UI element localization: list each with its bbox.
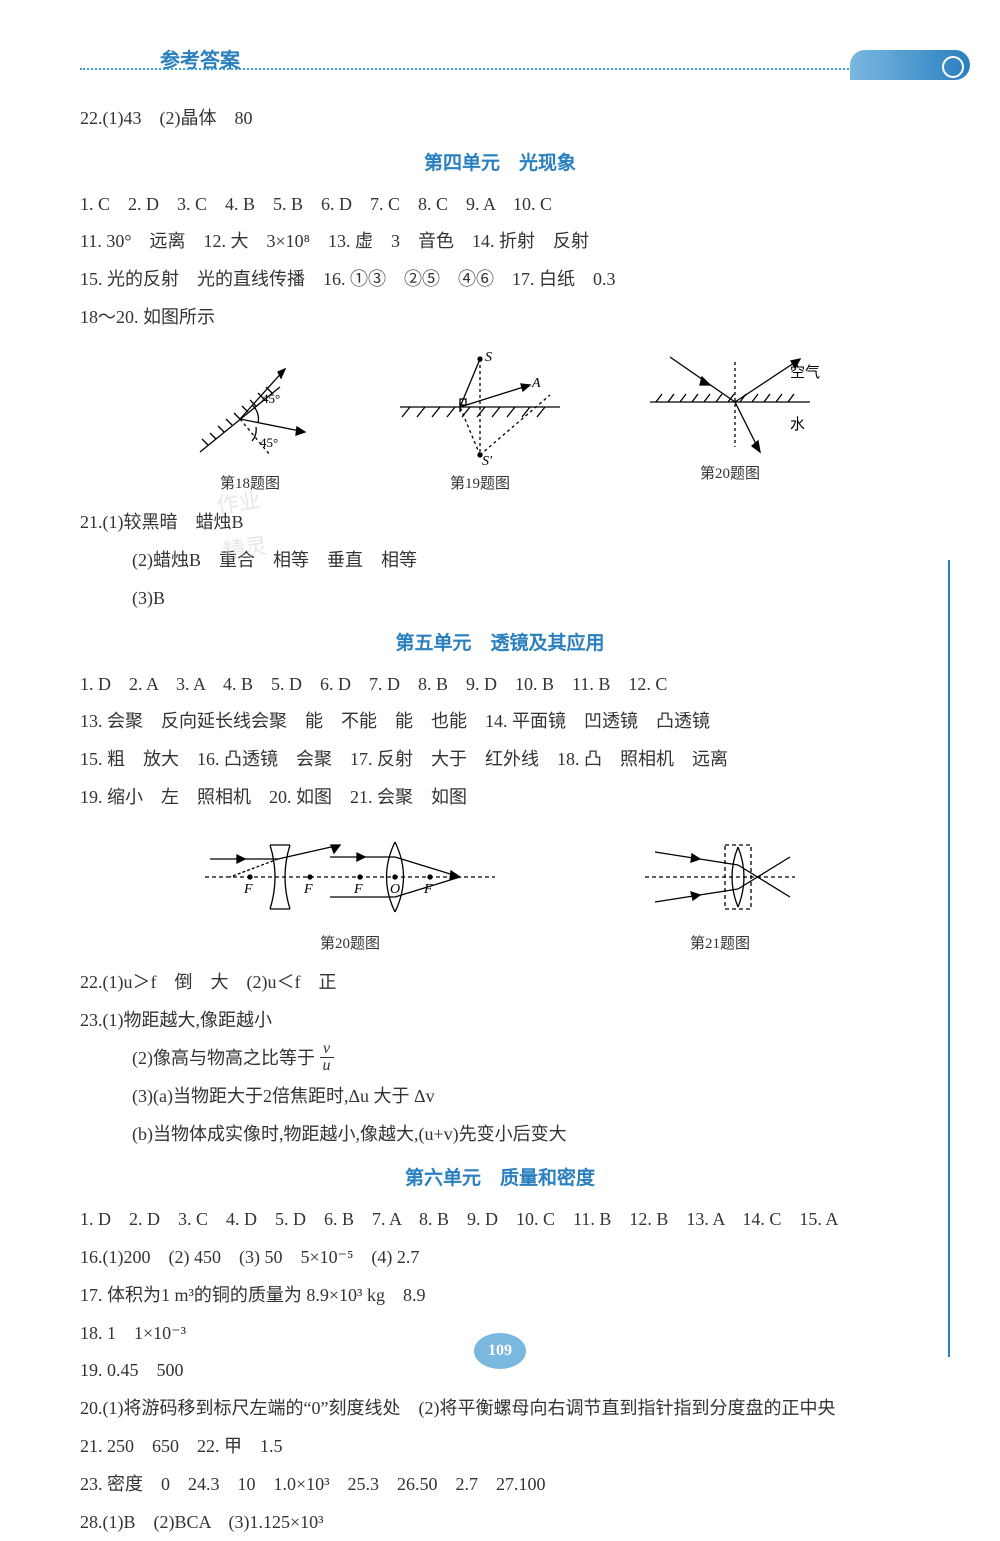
right-margin-rule xyxy=(948,560,950,1357)
answer-line: 23.(1)物距越大,像距越小 xyxy=(80,1002,920,1040)
answer-line: 19. 缩小 左 照相机 20. 如图 21. 会聚 如图 xyxy=(80,779,920,817)
fig20a-svg: 空气 水 xyxy=(640,347,820,457)
label-water: 水 xyxy=(790,416,805,433)
label-Sp: S′ xyxy=(482,454,493,467)
answer-line: 1. C 2. D 3. C 4. B 5. B 6. D 7. C 8. C … xyxy=(80,186,920,224)
figure-18: 45° 45° 第18题图 xyxy=(180,347,320,501)
answer-line: (3)B xyxy=(80,580,920,618)
answer-line: 22.(1)u＞f 倒 大 (2)u＜f 正 xyxy=(80,964,920,1002)
answer-line: (3)(a)当物距大于2倍焦距时,Δu 大于 Δv xyxy=(80,1078,920,1116)
answer-line: (b)当物体成实像时,物距越小,像越大,(u+v)先变小后变大 xyxy=(80,1116,920,1154)
figure-20-u4: 空气 水 第20题图 xyxy=(640,347,820,501)
label-F: F xyxy=(353,882,363,897)
figure-21-u5: 第21题图 xyxy=(640,827,800,961)
answer-line: 28.(1)B (2)BCA (3)1.125×10³ xyxy=(80,1504,920,1541)
page-header: 参考答案 xyxy=(80,40,920,80)
figure-row-u5: F F F O F 第20题图 xyxy=(80,827,920,961)
answer-line: 17. 体积为1 m³的铜的质量为 8.9×10³ kg 8.9 xyxy=(80,1277,920,1315)
answer-line: 11. 30° 远离 12. 大 3×10⁸ 13. 虚 3 音色 14. 折射… xyxy=(80,223,920,261)
label-F: F xyxy=(423,882,433,897)
label-O: O xyxy=(390,882,400,897)
answer-line: 15. 粗 放大 16. 凸透镜 会聚 17. 反射 大于 红外线 18. 凸 … xyxy=(80,741,920,779)
fig20b-svg: F F F O F xyxy=(200,827,500,927)
figure-caption: 第19题图 xyxy=(390,469,570,501)
unit-6-title: 第六单元 质量和密度 xyxy=(80,1159,920,1199)
unit-4-title: 第四单元 光现象 xyxy=(80,144,920,184)
answer-line: 16.(1)200 (2) 450 (3) 50 5×10⁻⁵ (4) 2.7 xyxy=(80,1239,920,1277)
text: 22.(1)u＞f 倒 大 (2)u＜f 正 xyxy=(80,972,336,992)
text: (2)像高与物高之比等于 xyxy=(132,1048,315,1068)
frac-den: u xyxy=(320,1058,334,1074)
answer-line: 1. D 2. A 3. A 4. B 5. D 6. D 7. D 8. B … xyxy=(80,666,920,704)
header-divider xyxy=(80,68,960,71)
label-F: F xyxy=(243,882,253,897)
fig18-svg: 45° 45° xyxy=(180,347,320,467)
fig21-svg xyxy=(640,827,800,927)
header-ornament xyxy=(850,50,970,80)
page-number: 109 xyxy=(474,1331,526,1369)
label-air: 空气 xyxy=(790,364,820,381)
figure-caption: 第21题图 xyxy=(640,929,800,961)
answer-line: 23. 密度 0 24.3 10 1.0×10³ 25.3 26.50 2.7 … xyxy=(80,1466,920,1504)
answer-line: (2)像高与物高之比等于 v u xyxy=(80,1040,920,1078)
figure-19: S A S′ 第19题图 xyxy=(390,347,570,501)
page-number-value: 109 xyxy=(474,1333,526,1369)
fraction: v u xyxy=(320,1041,334,1074)
figure-20-u5: F F F O F 第20题图 xyxy=(200,827,500,961)
answer-line: 21.(1)较黑暗 蜡烛B xyxy=(80,504,920,542)
label-S: S xyxy=(485,350,492,365)
answer-line: 15. 光的反射 光的直线传播 16. ①③ ②⑤ ④⑥ 17. 白纸 0.3 xyxy=(80,261,920,299)
figure-caption: 第20题图 xyxy=(640,459,820,491)
answer-line: 18～20. 如图所示 xyxy=(80,299,920,337)
figure-row-u4: 45° 45° 第18题图 xyxy=(80,347,920,501)
answer-line: 1. D 2. D 3. C 4. D 5. D 6. B 7. A 8. B … xyxy=(80,1201,920,1239)
answer-line: (2)蜡烛B 重合 相等 垂直 相等 xyxy=(80,542,920,580)
answer-line: 21. 250 650 22. 甲 1.5 xyxy=(80,1428,920,1466)
answer-line: 22.(1)43 (2)晶体 80 xyxy=(80,100,920,138)
header-title: 参考答案 xyxy=(160,40,240,82)
answer-line: 20.(1)将游码移到标尺左端的“0”刻度线处 (2)将平衡螺母向右调节直到指针… xyxy=(80,1390,920,1428)
angle-label: 45° xyxy=(260,435,278,450)
fig19-svg: S A S′ xyxy=(390,347,570,467)
label-F: F xyxy=(303,882,313,897)
figure-caption: 第20题图 xyxy=(200,929,500,961)
answer-line: 13. 会聚 反向延长线会聚 能 不能 能 也能 14. 平面镜 凹透镜 凸透镜 xyxy=(80,703,920,741)
figure-caption: 第18题图 xyxy=(180,469,320,501)
frac-num: v xyxy=(320,1041,334,1058)
label-A: A xyxy=(531,376,541,391)
unit-5-title: 第五单元 透镜及其应用 xyxy=(80,624,920,664)
angle-label: 45° xyxy=(262,391,280,406)
